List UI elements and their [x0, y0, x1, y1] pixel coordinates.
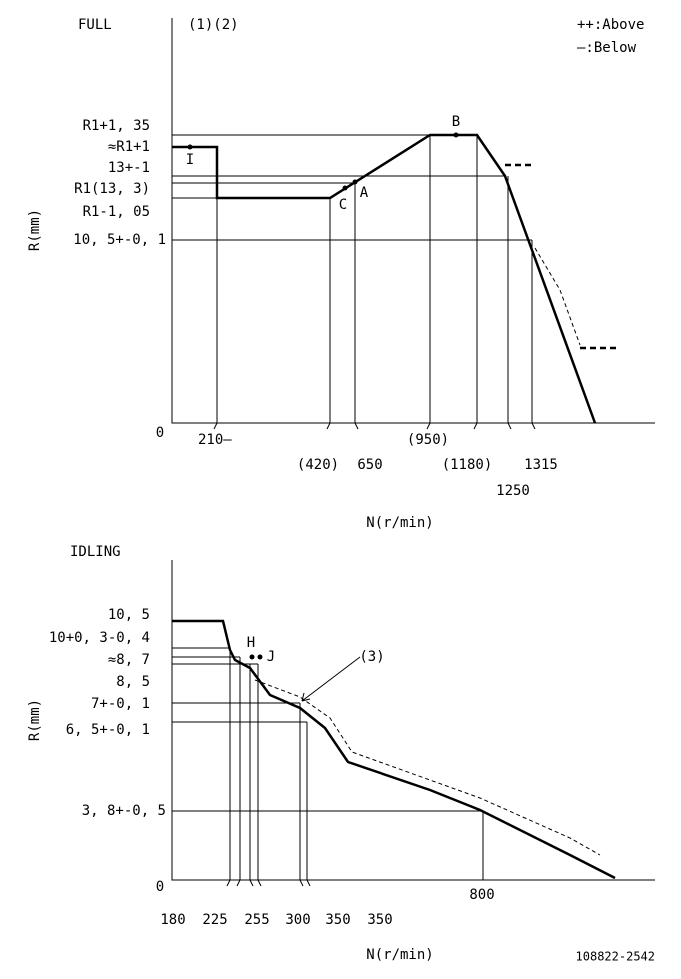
x-label: 650 — [357, 457, 382, 473]
callout: (3) — [359, 649, 384, 665]
y-label: 10+0, 3-0, 4 — [49, 630, 150, 646]
legend: ++:Above — [577, 17, 644, 33]
point-label: I — [186, 152, 194, 168]
y-label: 10, 5 — [108, 607, 150, 623]
x-label: 1315 — [524, 457, 558, 473]
idling-curve — [172, 619, 616, 880]
point-label: C — [339, 197, 347, 213]
idling-chart: IDLING 10, 5 10+0, 3-0, 4 ≈8, 7 8, 5 7+-… — [27, 544, 655, 963]
point-label: A — [360, 185, 369, 201]
point — [342, 185, 348, 191]
x-label: 180 — [160, 912, 185, 928]
x-label: 255 — [244, 912, 269, 928]
guide-lines — [172, 134, 533, 423]
legend: —:Below — [577, 40, 637, 56]
point — [187, 144, 193, 150]
tick-marks — [213, 422, 536, 430]
point — [257, 654, 263, 660]
full-curve — [172, 133, 597, 424]
axes — [171, 18, 655, 424]
axes — [171, 560, 655, 881]
section-title: IDLING — [70, 544, 121, 560]
tick-marks — [226, 879, 311, 887]
y-label: 0 — [156, 879, 164, 895]
guide-lines — [172, 647, 484, 880]
y-label: R1-1, 05 — [83, 204, 150, 220]
point-label: H — [247, 635, 255, 651]
point — [453, 132, 459, 138]
x-label: 210— — [198, 432, 232, 448]
y-label: 7+-0, 1 — [91, 696, 150, 712]
point-label: J — [267, 649, 275, 665]
x-label: 225 — [202, 912, 227, 928]
x-label: 350 — [367, 912, 392, 928]
y-label: R1+1, 35 — [83, 118, 150, 134]
x-label: 350 — [325, 912, 350, 928]
x-label: 1250 — [496, 483, 530, 499]
y-label: 13+-1 — [108, 160, 150, 176]
y-label: 3, 8+-0, 5 — [82, 803, 166, 819]
drawing-number: 108822-2542 — [576, 950, 655, 964]
above-curve — [534, 247, 581, 346]
y-label: ≈R1+1 — [108, 139, 150, 155]
y-label: 10, 5+-0, 1 — [73, 232, 166, 248]
x-axis-title: N(r/min) — [366, 515, 433, 531]
y-label: R1(13, 3) — [74, 181, 150, 197]
above-curve — [254, 679, 601, 856]
x-label: (950) — [407, 432, 449, 448]
y-axis-title: R(mm) — [27, 209, 43, 251]
x-label: 800 — [469, 887, 494, 903]
x-label: 300 — [285, 912, 310, 928]
notes: (1)(2) — [188, 17, 239, 33]
x-axis-title: N(r/min) — [366, 947, 433, 963]
point — [352, 179, 358, 185]
section-title: FULL — [78, 17, 112, 33]
x-label: (420) — [297, 457, 339, 473]
x-label: (1180) — [442, 457, 493, 473]
point — [249, 654, 255, 660]
point-label: B — [452, 114, 460, 130]
y-label: 0 — [156, 425, 164, 441]
y-label: ≈8, 7 — [108, 652, 150, 668]
y-label: 6, 5+-0, 1 — [66, 722, 150, 738]
y-label: 8, 5 — [116, 674, 150, 690]
y-axis-title: R(mm) — [27, 699, 43, 741]
callout-arrow — [301, 656, 361, 702]
full-chart: FULL (1)(2) ++:Above —:Below R1+1, 35 ≈R… — [27, 17, 655, 531]
